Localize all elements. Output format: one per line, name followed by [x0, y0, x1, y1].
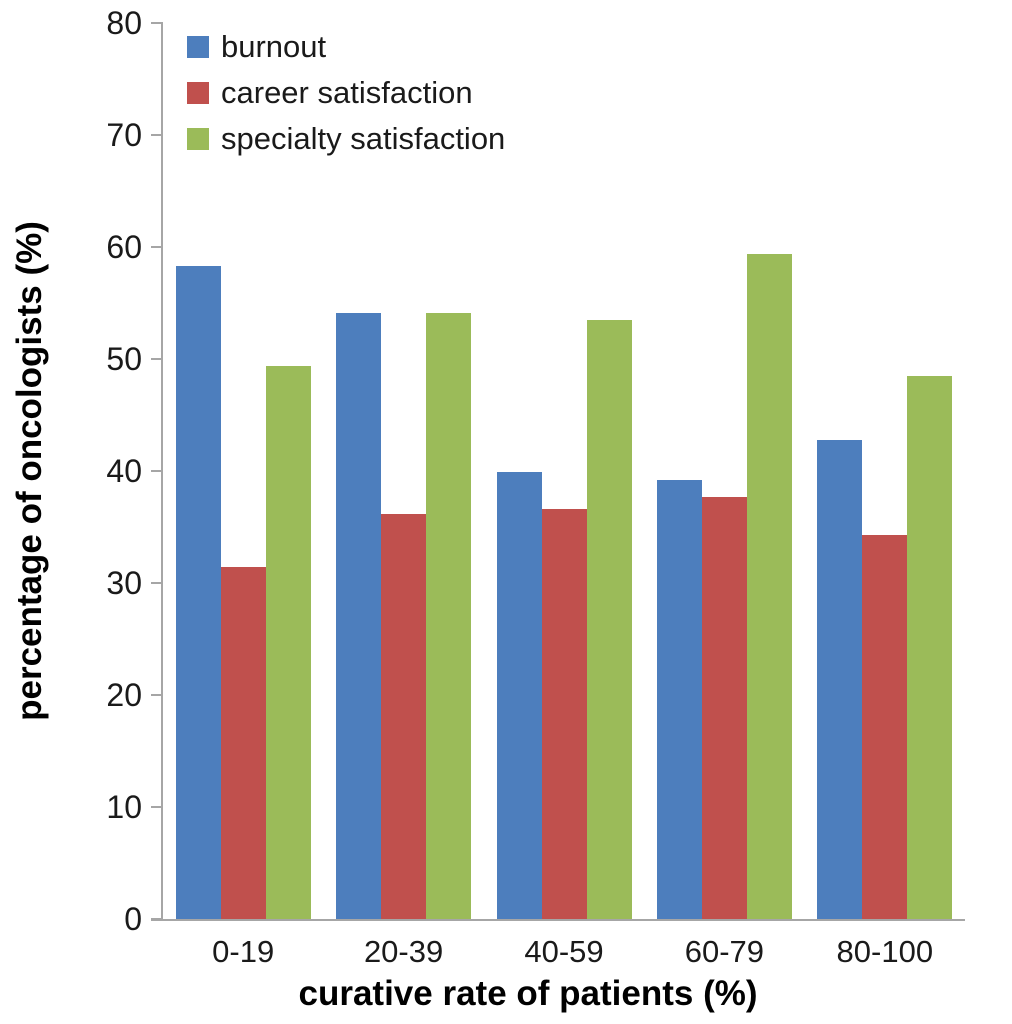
y-tick-label-80: 80	[106, 5, 142, 41]
y-tick-label-50: 50	[106, 341, 142, 377]
bar-specialty-satisfaction-40-59	[586, 319, 632, 919]
y-tick-mark-80	[151, 22, 163, 24]
bar-burnout-20-39	[336, 313, 382, 919]
bar-specialty-satisfaction-0-19	[265, 365, 311, 919]
legend-label-specialty-satisfaction: specialty satisfaction	[221, 121, 506, 156]
bar-burnout-60-79	[656, 479, 702, 919]
y-tick-label-40: 40	[106, 453, 142, 489]
bar-career-satisfaction-60-79	[701, 496, 747, 919]
x-tick-label-20-39: 20-39	[363, 934, 444, 969]
bar-burnout-40-59	[496, 472, 542, 919]
bar-career-satisfaction-80-100	[862, 534, 908, 919]
bar-burnout-80-100	[817, 439, 863, 919]
legend-item-burnout: burnout	[187, 24, 505, 70]
legend: burnout career satisfaction specialty sati…	[187, 24, 505, 162]
bar-career-satisfaction-20-39	[381, 513, 427, 919]
y-tick-label-30: 30	[106, 565, 142, 601]
y-tick-mark-50	[151, 358, 163, 360]
legend-item-specialty-satisfaction: specialty satisfaction	[187, 116, 505, 162]
x-axis-line	[151, 919, 965, 921]
y-tick-label-20: 20	[106, 677, 142, 713]
x-tick-label-80-100: 80-100	[836, 934, 934, 969]
legend-item-career-satisfaction: career satisfaction	[187, 70, 505, 116]
x-axis-title: curative rate of patients (%)	[298, 974, 758, 1013]
y-tick-mark-20	[151, 694, 163, 696]
legend-label-burnout: burnout	[221, 29, 327, 64]
bar-specialty-satisfaction-20-39	[426, 313, 472, 919]
x-tick-label-60-79: 60-79	[684, 934, 765, 969]
x-tick-label-40-59: 40-59	[524, 934, 604, 969]
y-axis-title: percentage of oncologists (%)	[10, 221, 49, 721]
y-tick-mark-40	[151, 470, 163, 472]
y-tick-mark-0	[151, 918, 163, 920]
y-tick-mark-60	[151, 246, 163, 248]
legend-swatch-specialty-satisfaction	[187, 128, 209, 150]
bar-burnout-0-19	[175, 266, 221, 919]
y-tick-label-10: 10	[106, 789, 142, 825]
y-tick-mark-30	[151, 582, 163, 584]
y-tick-mark-10	[151, 806, 163, 808]
bar-career-satisfaction-0-19	[220, 567, 266, 919]
bar-specialty-satisfaction-80-100	[907, 375, 953, 919]
bar-specialty-satisfaction-60-79	[746, 253, 792, 919]
y-tick-label-0: 0	[124, 901, 142, 937]
legend-swatch-career-satisfaction	[187, 82, 209, 104]
y-tick-label-70: 70	[106, 117, 142, 153]
legend-swatch-burnout	[187, 36, 209, 58]
y-tick-mark-70	[151, 134, 163, 136]
legend-label-career-satisfaction: career satisfaction	[221, 75, 473, 110]
y-tick-label-60: 60	[106, 229, 142, 265]
x-tick-label-0-19: 0-19	[212, 934, 275, 969]
bar-career-satisfaction-40-59	[541, 509, 587, 919]
